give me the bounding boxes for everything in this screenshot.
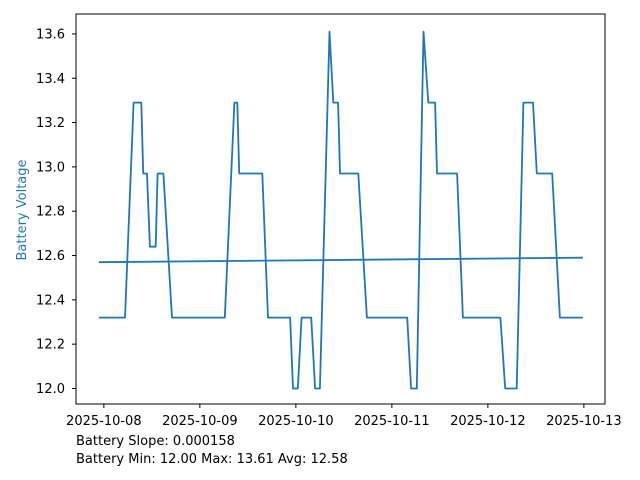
- x-tick-label: 2025-10-12: [450, 414, 526, 429]
- y-tick-label: 13.0: [36, 160, 65, 175]
- y-tick-label: 12.4: [36, 293, 65, 308]
- plot-lines: [98, 30, 583, 390]
- annotation-slope: Battery Slope: 0.000158: [76, 434, 235, 449]
- y-tick-label: 12.6: [36, 249, 65, 264]
- battery-voltage-line: [99, 30, 583, 390]
- y-tick-label: 12.2: [36, 338, 65, 353]
- x-axis-ticks: 2025-10-08 2025-10-09 2025-10-10 2025-10-11…: [66, 404, 622, 429]
- y-axis-ticks: 12.0 12.2 12.4 12.6 12.8 13.0 13.2 13.4 13.6: [36, 27, 76, 397]
- battery-trend-line: [98, 256, 583, 264]
- y-axis-label: Battery Voltage: [15, 159, 30, 260]
- y-tick-label: 13.2: [36, 116, 65, 131]
- x-tick-label: 2025-10-08: [66, 414, 142, 429]
- y-tick-label: 13.6: [36, 27, 65, 42]
- axes-frame: [75, 13, 606, 405]
- x-tick-label: 2025-10-13: [546, 414, 622, 429]
- annotation-min-max-avg: Battery Min: 12.00 Max: 13.61 Avg: 12.58: [76, 452, 348, 467]
- x-tick-label: 2025-10-10: [258, 414, 334, 429]
- x-tick-label: 2025-10-09: [162, 414, 238, 429]
- y-tick-label: 12.8: [36, 205, 65, 220]
- y-tick-label: 12.0: [36, 382, 65, 397]
- y-tick-label: 13.4: [36, 72, 65, 87]
- x-tick-label: 2025-10-11: [354, 414, 430, 429]
